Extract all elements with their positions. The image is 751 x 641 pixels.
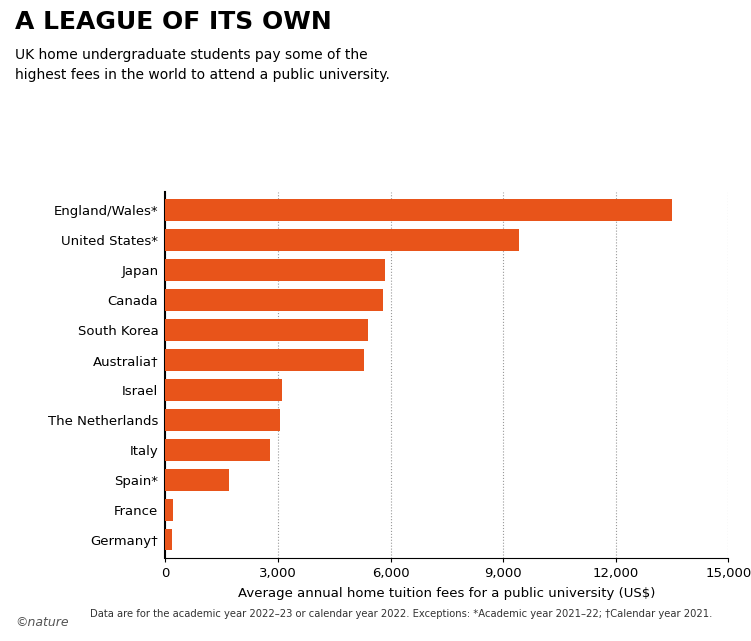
Bar <box>165 319 368 341</box>
Bar <box>165 529 172 551</box>
Text: ©nature: ©nature <box>15 617 68 629</box>
Bar <box>165 409 280 431</box>
Bar <box>165 199 672 221</box>
Bar <box>165 439 270 461</box>
Text: A LEAGUE OF ITS OWN: A LEAGUE OF ITS OWN <box>15 10 332 33</box>
Text: UK home undergraduate students pay some of the
highest fees in the world to atte: UK home undergraduate students pay some … <box>15 48 390 81</box>
X-axis label: Average annual home tuition fees for a public university (US$): Average annual home tuition fees for a p… <box>238 587 656 599</box>
Bar <box>165 499 173 520</box>
Bar <box>165 289 383 311</box>
Bar <box>165 379 282 401</box>
Bar <box>165 260 385 281</box>
Bar <box>165 349 364 370</box>
Bar <box>165 229 519 251</box>
Bar <box>165 469 229 490</box>
Text: Data are for the academic year 2022–23 or calendar year 2022. Exceptions: *Acade: Data are for the academic year 2022–23 o… <box>90 609 713 619</box>
